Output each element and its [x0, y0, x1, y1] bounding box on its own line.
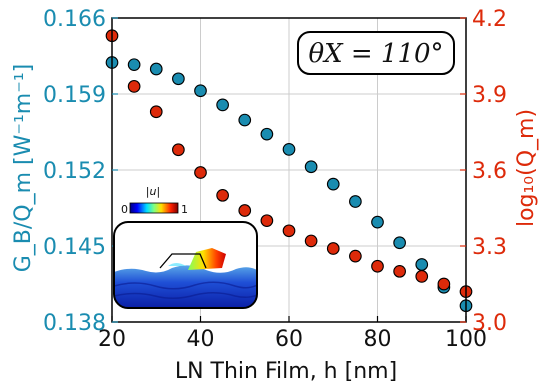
log-q-point — [437, 277, 451, 291]
y-axis-left-label: G_B/Q_m [W⁻¹m⁻¹] — [11, 64, 36, 273]
log-q-point — [216, 188, 229, 202]
log-q-point — [260, 214, 274, 228]
gb-qm-point — [172, 72, 185, 86]
gb-qm-point — [371, 215, 384, 229]
log-q-point — [172, 143, 185, 157]
colorbar — [129, 202, 179, 214]
log-q-point — [415, 270, 429, 283]
gb-qm-point — [127, 58, 141, 72]
x-tick-label: 20 — [98, 327, 126, 352]
y-right-tick-label: 3.3 — [472, 235, 507, 260]
log-q-point — [194, 166, 207, 179]
log-q-point — [149, 105, 163, 119]
y-right-tick-label: 3.0 — [472, 311, 507, 336]
gb-qm-point — [393, 236, 406, 250]
mode-shape-image — [113, 221, 258, 309]
x-tick-label: 80 — [364, 327, 392, 352]
log-q-point — [127, 80, 141, 93]
gb-qm-point — [238, 113, 252, 127]
gb-qm-point — [282, 143, 296, 156]
angle-annotation: θX = 110° — [297, 31, 455, 75]
y-axis-right-label: log₁₀(Q_m) — [514, 109, 539, 227]
x-tick-label: 100 — [445, 327, 487, 352]
x-axis-label: LN Thin Film, h [nm] — [175, 359, 397, 384]
gb-qm-point — [216, 98, 229, 112]
colorbar-label: |u| — [146, 185, 160, 198]
y-left-tick-label: 0.166 — [43, 7, 106, 32]
log-q-point — [349, 249, 362, 263]
log-q-point — [282, 224, 296, 238]
gb-qm-point — [149, 62, 163, 76]
y-right-tick-label: 4.2 — [472, 7, 507, 32]
log-q-point — [326, 242, 340, 255]
gb-qm-point — [326, 177, 340, 191]
gb-qm-point — [260, 127, 274, 141]
gb-qm-point — [415, 258, 429, 271]
y-right-tick-label: 3.6 — [472, 159, 507, 184]
y-left-tick-label: 0.145 — [43, 235, 106, 260]
data-marks — [105, 29, 473, 313]
angle-annotation-text: θX = 110° — [308, 39, 443, 69]
y-left-tick-label: 0.138 — [43, 311, 106, 336]
gb-qm-point — [304, 160, 318, 174]
gb-qm-point — [349, 195, 362, 208]
inset: |u| 0 1 — [113, 185, 258, 309]
log-q-point — [238, 204, 252, 217]
log-q-point — [393, 264, 406, 278]
y-left-tick-label: 0.159 — [43, 83, 106, 108]
x-tick-label: 40 — [187, 327, 215, 352]
colorbar-max: 1 — [181, 203, 188, 216]
colorbar-min: 0 — [121, 203, 128, 216]
tick-labels: 20 40 60 80 100 0.138 0.145 0.152 0.159 0.166 3.0 3… — [43, 7, 507, 352]
y-right-tick-label: 3.9 — [472, 83, 507, 108]
x-tick-label: 60 — [275, 327, 303, 352]
log-q-point — [304, 234, 318, 248]
gb-qm-point — [194, 84, 207, 98]
y-left-tick-label: 0.152 — [43, 159, 106, 184]
log-q-point — [371, 259, 384, 273]
